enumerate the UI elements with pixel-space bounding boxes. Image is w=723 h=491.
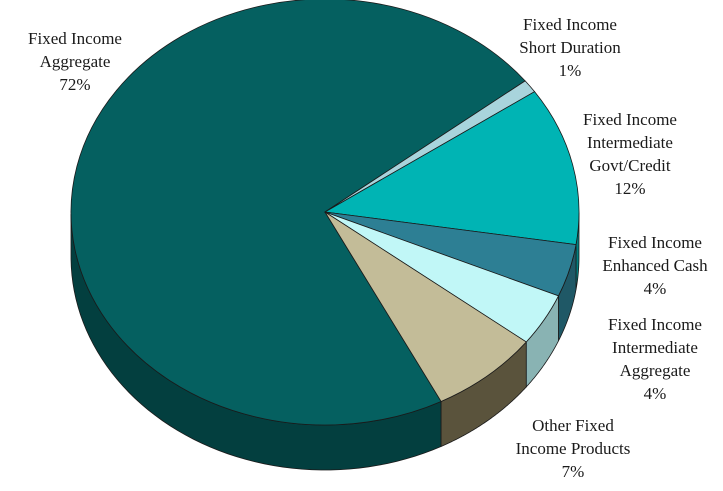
slice-label-5: Fixed Income Intermediate Aggregate 4% — [608, 315, 702, 403]
slice-value-label: 4% — [644, 279, 667, 298]
slice-value-label: 7% — [562, 462, 585, 481]
slice-name-label: Fixed Income — [608, 315, 702, 334]
slice-value-label: 4% — [644, 384, 667, 403]
slice-name-label: Intermediate — [587, 133, 673, 152]
slice-name-label: Income Products — [516, 439, 631, 458]
slice-name-label: Fixed Income — [523, 15, 617, 34]
pie-slice-1 — [70, 0, 526, 426]
slice-name-label: Intermediate — [612, 338, 698, 357]
pie-slice-6 — [324, 211, 527, 402]
slice-value-label: 1% — [559, 61, 582, 80]
slice-label-1: Fixed Income Aggregate 72% — [28, 29, 122, 94]
pie-slice-3 — [323, 91, 580, 246]
slice-label-4: Fixed Income Enhanced Cash 4% — [602, 233, 708, 298]
slice-value-label: 72% — [59, 75, 90, 94]
slice-value-label: 12% — [614, 179, 645, 198]
slice-label-2: Fixed Income Short Duration 1% — [519, 15, 621, 80]
slice-name-label: Short Duration — [519, 38, 621, 57]
slice-name-label: Enhanced Cash — [602, 256, 708, 275]
slice-label-3: Fixed Income Intermediate Govt/Credit 12% — [583, 110, 677, 198]
slice-name-label: Govt/Credit — [589, 156, 670, 175]
slice-label-6: Other Fixed Income Products 7% — [516, 416, 631, 481]
slice-name-label: Other Fixed — [532, 416, 614, 435]
slice-name-label: Aggregate — [620, 361, 691, 380]
slice-name-label: Fixed Income — [608, 233, 702, 252]
slice-name-label: Fixed Income — [28, 29, 122, 48]
slice-name-label: Fixed Income — [583, 110, 677, 129]
slice-name-label: Aggregate — [40, 52, 111, 71]
